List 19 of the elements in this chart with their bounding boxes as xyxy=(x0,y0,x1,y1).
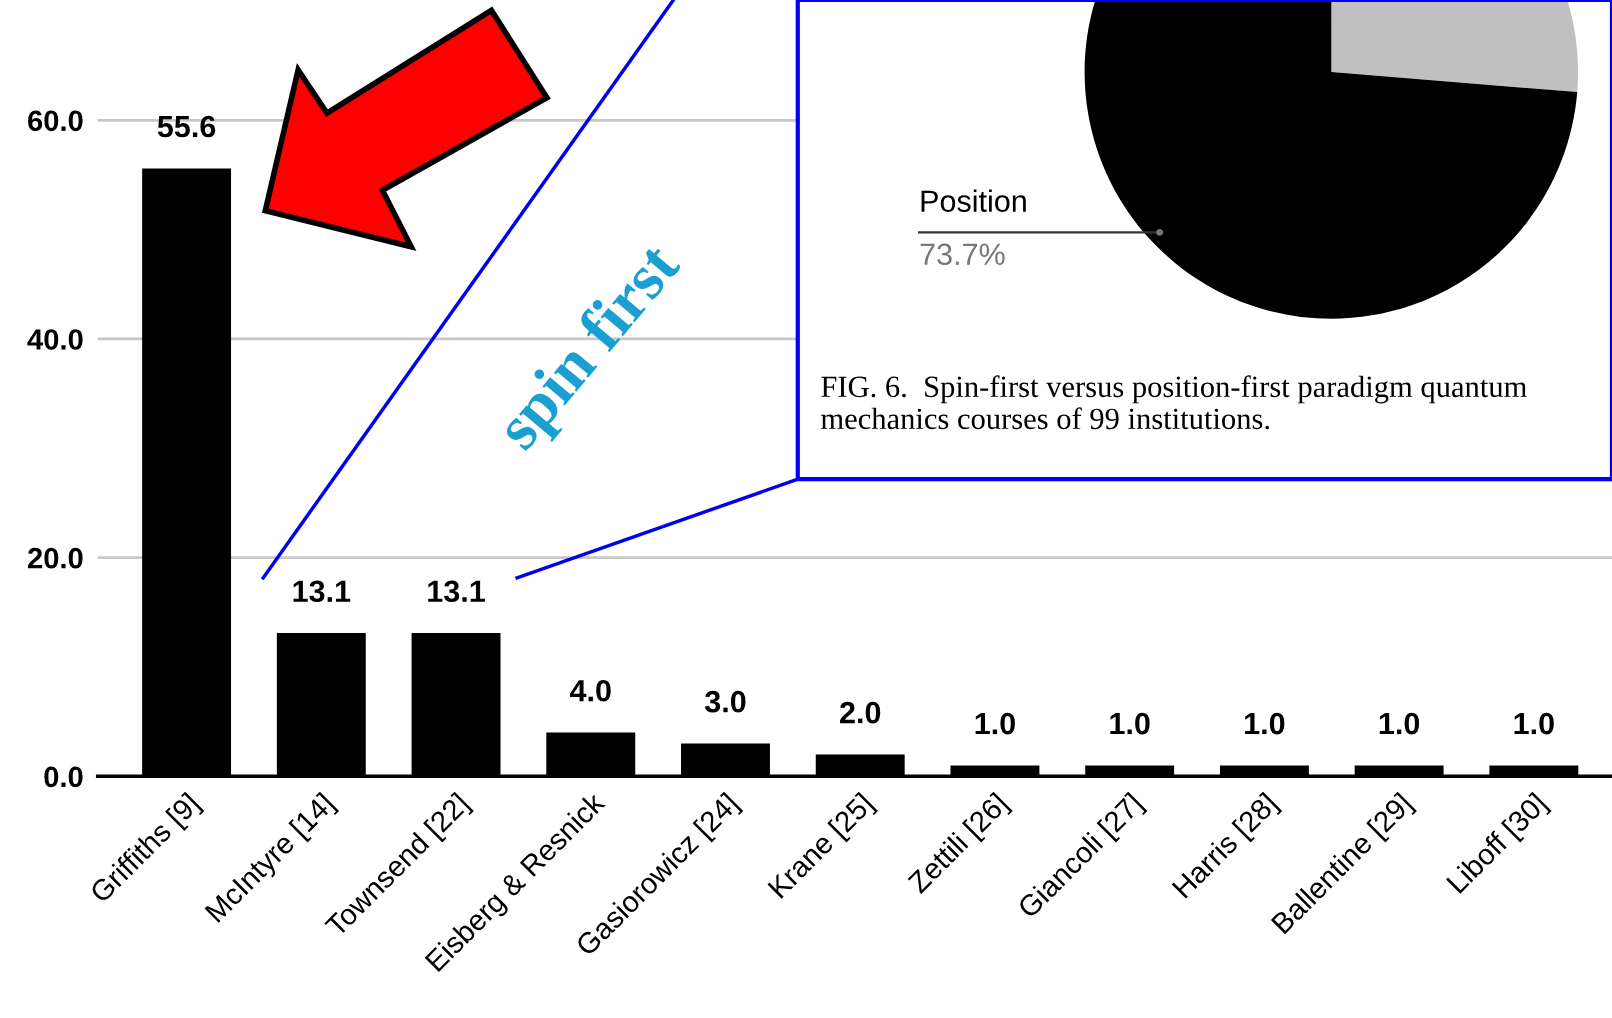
data-label: 13.1 xyxy=(293,580,351,603)
data-label: 13.1 xyxy=(428,580,485,603)
data-label: 3.0 xyxy=(704,690,746,713)
data-label: 73.7% xyxy=(920,243,1005,266)
data-label: 1.0 xyxy=(1379,712,1420,735)
data-label: 1.0 xyxy=(975,712,1015,735)
y-tick-label: 0.0 xyxy=(44,766,83,788)
data-label: 55.6 xyxy=(157,115,216,138)
data-label: 1.0 xyxy=(1110,712,1150,735)
data-label: 1.0 xyxy=(1514,712,1554,735)
y-tick-label: 20.0 xyxy=(28,547,83,569)
annotation: spin first xyxy=(491,237,692,461)
data-label: 2.0 xyxy=(840,701,881,724)
y-tick-label: 60.0 xyxy=(28,110,83,132)
annotation: FIG. 6. Spin-first versus position-first paradigm quantum mechanics courses of 99 institutions. xyxy=(821,375,1527,430)
data-label: 1.0 xyxy=(1245,712,1285,735)
y-tick-label: 40.0 xyxy=(27,329,83,350)
data-label: 4.0 xyxy=(569,679,611,702)
slice-label: Position xyxy=(921,189,1026,212)
